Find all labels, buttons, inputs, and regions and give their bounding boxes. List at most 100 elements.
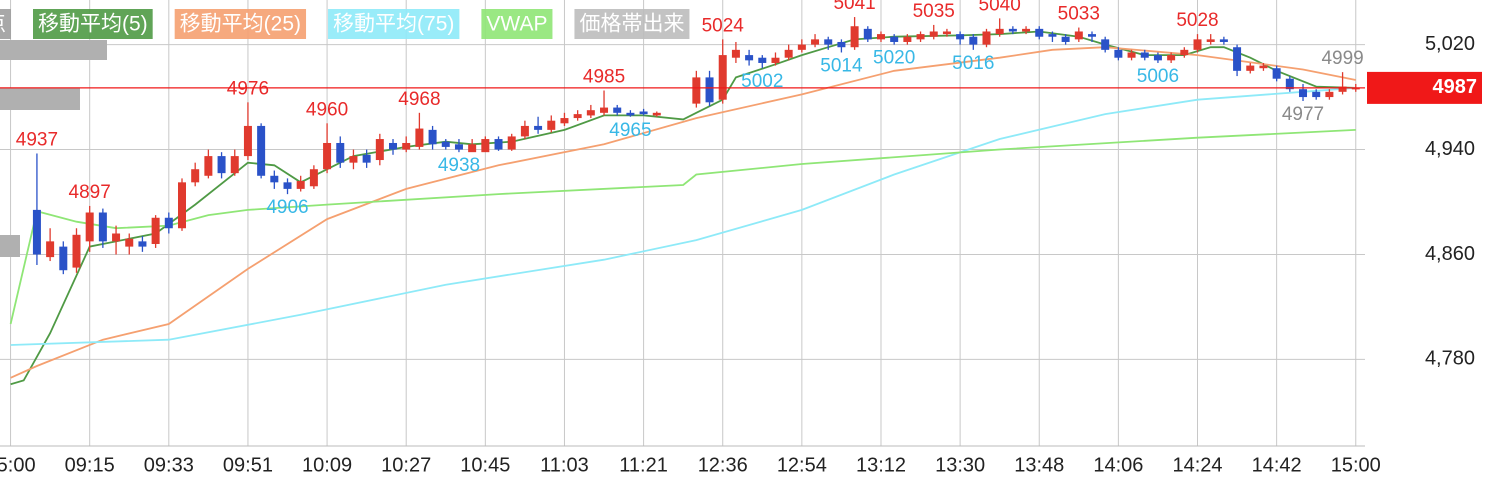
legend-item[interactable]: 移動平均(5) [33, 9, 153, 39]
candle-body [191, 169, 200, 183]
candle-body [270, 175, 279, 183]
price-annotation: 4897 [69, 182, 111, 203]
price-annotation: 4999 [1321, 48, 1363, 69]
legend-label[interactable]: 移動平均(5) [38, 13, 148, 36]
legend-item[interactable]: 移動平均(25) [174, 9, 307, 39]
candle-body [415, 128, 424, 147]
legend-bg[interactable] [33, 9, 153, 39]
x-tick-label: 12:54 [777, 454, 827, 476]
candle-body [151, 217, 160, 244]
legend-bg[interactable] [481, 9, 553, 39]
side-bar [0, 88, 80, 110]
candle-body [204, 156, 213, 176]
x-tick-label: 14:24 [1172, 454, 1222, 476]
price-annotation: 5006 [1137, 66, 1179, 87]
candle-body [731, 49, 740, 58]
x-tick-label: 15:00 [0, 454, 36, 476]
candle-body [797, 44, 806, 50]
x-tick-label: 12:36 [698, 454, 748, 476]
price-annotation: 5024 [702, 15, 745, 36]
candle-body [283, 182, 292, 189]
candle-body [112, 233, 121, 242]
candle-body [1008, 28, 1017, 32]
candle-body [1022, 28, 1031, 32]
candle-body [85, 212, 94, 242]
legend-label[interactable]: 点 [0, 13, 6, 36]
legend-label[interactable]: 移動平均(75) [333, 13, 454, 36]
price-annotation: 5040 [979, 0, 1021, 15]
candle-body [1338, 86, 1347, 92]
candle-body [507, 136, 516, 150]
candle-body [296, 181, 305, 189]
price-annotation: 5014 [820, 55, 863, 76]
candle-body [745, 55, 754, 61]
candle-body [1180, 49, 1189, 56]
candle-body [402, 142, 411, 150]
candle-body [824, 39, 833, 45]
price-annotation: 5035 [913, 1, 955, 22]
legend-bg[interactable] [328, 9, 460, 39]
y-tick-label: 4,940 [1425, 138, 1475, 160]
candle-body [164, 217, 173, 229]
candle-body [1259, 65, 1268, 69]
candle-body [1299, 89, 1308, 98]
price-annotation: 5033 [1058, 4, 1100, 25]
legend-bg[interactable] [174, 9, 307, 39]
legend: 点 移動平均(5) 移動平均(25) 移動平均(75) VWAP 価格帯出来 [0, 9, 690, 39]
x-tick-label: 09:51 [223, 454, 273, 476]
candle-body [230, 156, 239, 174]
candle-body [454, 144, 463, 150]
candle-body [1127, 52, 1136, 58]
legend-item[interactable]: 価格帯出来 [574, 9, 690, 39]
candle-body [257, 125, 266, 176]
candle-body [1351, 87, 1360, 90]
candle-body [349, 156, 358, 163]
legend-label[interactable]: 価格帯出来 [579, 13, 684, 36]
x-tick-label: 09:33 [144, 454, 194, 476]
candle-body [547, 120, 556, 130]
candle-body [560, 118, 569, 124]
x-tick-label: 15:00 [1331, 454, 1381, 476]
candle-body [863, 28, 872, 40]
candle-body [1285, 78, 1294, 90]
candle-body [876, 34, 885, 40]
price-annotation: 5028 [1176, 10, 1218, 31]
indicator-line [9, 129, 1356, 325]
candle-body [995, 28, 1004, 35]
candle-body [243, 125, 252, 157]
candle-body [1246, 65, 1255, 71]
x-tick-label: 10:09 [302, 454, 352, 476]
candle-body [1074, 31, 1083, 40]
candle-body [626, 112, 635, 116]
candle-body [613, 107, 622, 113]
candle-body [600, 107, 609, 113]
price-annotation: 4937 [16, 129, 58, 150]
legend-bg[interactable] [574, 9, 690, 39]
candle-body [336, 142, 345, 163]
candle-body [468, 144, 477, 153]
candle-body [125, 238, 134, 247]
candle-body [46, 241, 55, 258]
price-annotation: 4906 [266, 197, 308, 218]
legend-item[interactable]: VWAP [481, 9, 553, 39]
side-bar [0, 40, 107, 60]
candle-body [32, 209, 41, 255]
candle-body [718, 55, 727, 100]
candle-body [72, 234, 81, 268]
price-annotation: 5002 [741, 71, 783, 92]
candle-body [956, 34, 965, 40]
y-tick-label: 4,860 [1425, 243, 1475, 265]
price-annotation: 4938 [438, 155, 480, 176]
legend-label[interactable]: 移動平均(25) [180, 13, 301, 36]
legend-item[interactable]: 点 [0, 9, 11, 39]
legend-label[interactable]: VWAP [486, 13, 547, 36]
price-annotation: 4965 [609, 120, 651, 141]
legend-bg[interactable] [0, 9, 11, 39]
candle-body [494, 139, 503, 150]
candle-body [784, 49, 793, 58]
price-annotation: 5016 [952, 53, 994, 74]
y-tick-label: 5,020 [1425, 33, 1475, 55]
candle-body [178, 182, 186, 229]
legend-item[interactable]: 移動平均(75) [328, 9, 460, 39]
candle-body [1114, 49, 1123, 58]
